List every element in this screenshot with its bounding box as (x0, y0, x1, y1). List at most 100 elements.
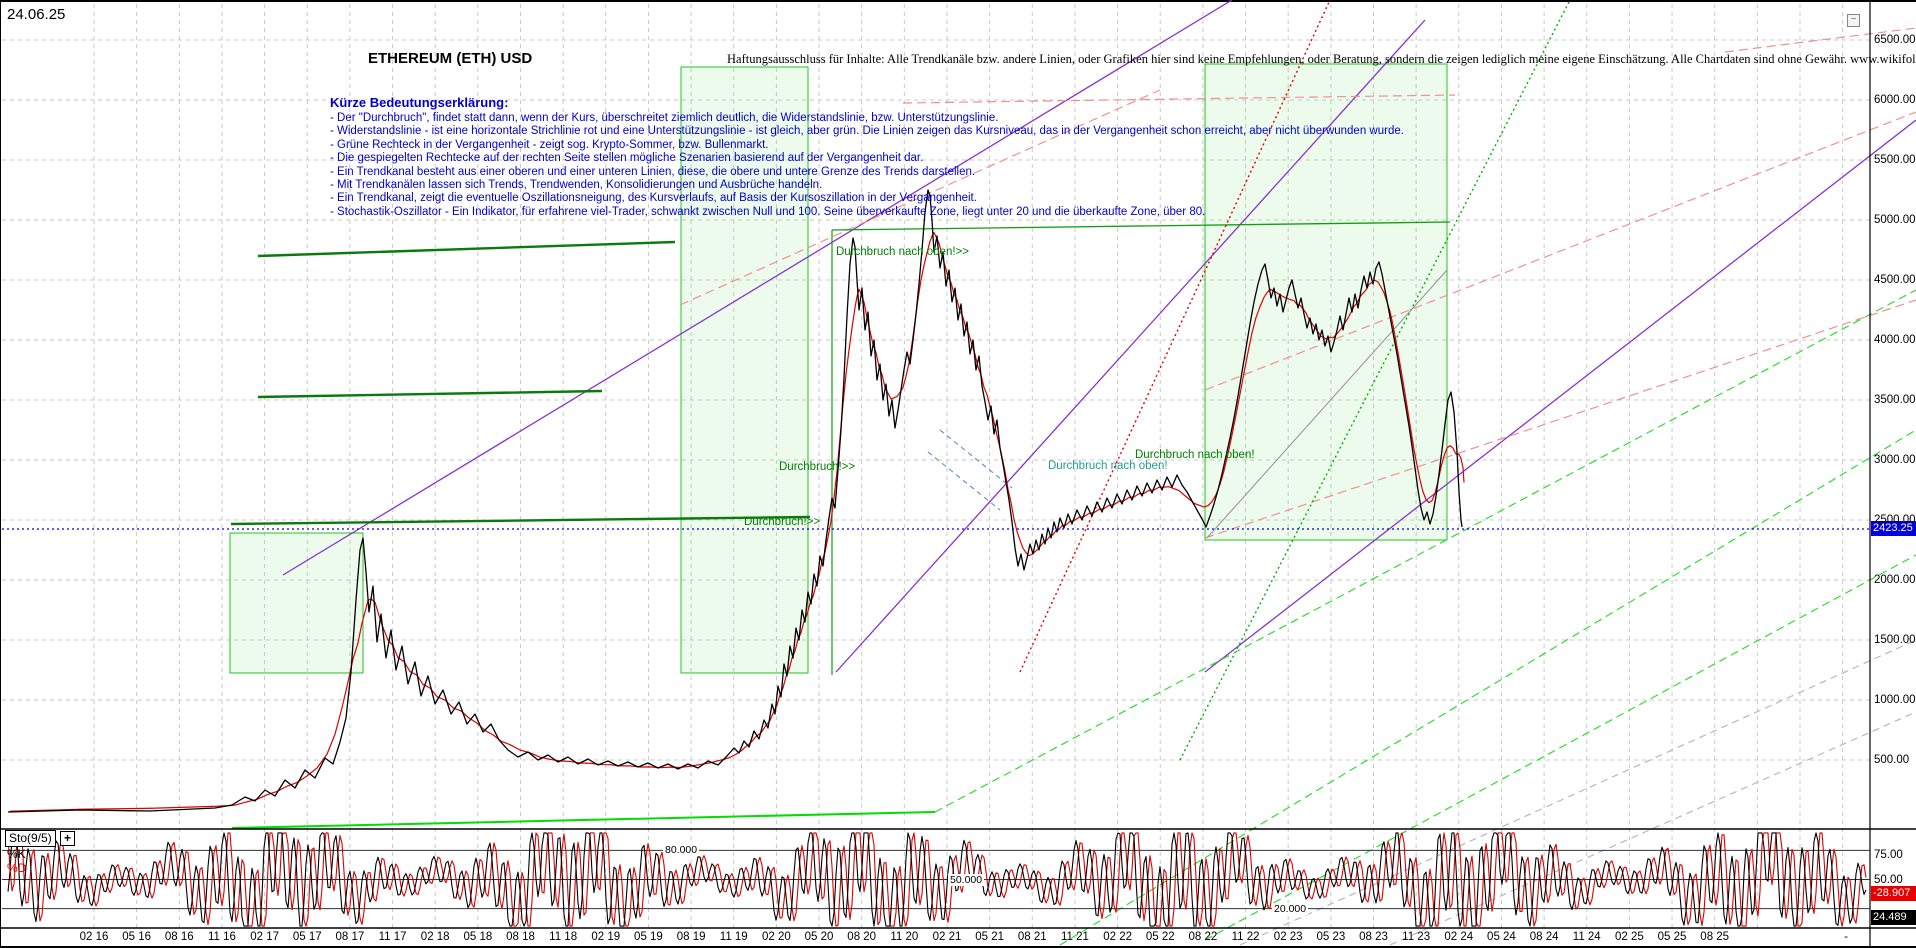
trend-line (1179, 0, 1571, 761)
x-axis-label: 05 18 (463, 931, 493, 943)
x-axis-label: 02 16 (79, 931, 109, 943)
current-price-badge: 2423.25 (1871, 521, 1916, 536)
trend-line (1724, 27, 1916, 53)
legend-explainer-line: - Stochastik-Oszillator - Ein Indikator,… (330, 205, 1206, 218)
trend-line (1019, 0, 1331, 673)
oscillator-d-line (7, 832, 1867, 927)
trend-line (835, 19, 1426, 673)
trend-line (934, 289, 1916, 813)
x-axis-label: 05 25 (1657, 931, 1687, 943)
oscillator-level-label: 20.000 (1272, 902, 1309, 915)
trend-line (927, 451, 1001, 511)
top-border (0, 0, 1916, 2)
trend-line (902, 94, 1456, 104)
x-axis-label: 11 20 (890, 931, 919, 943)
x-axis-label: 08 22 (1188, 931, 1218, 943)
trend-line (1204, 299, 1916, 539)
trend-line (1204, 111, 1916, 391)
legend-explainer-block: Kürze Bedeutungserklärung: - Der "Durchb… (330, 95, 1404, 219)
trend-line (1239, 639, 1916, 946)
x-axis-label: 08 20 (847, 931, 877, 943)
y-axis-label: 1000.00 (1874, 694, 1916, 706)
legend-explainer-line: - Der "Durchbruch", findet statt dann, w… (330, 112, 999, 124)
x-axis-label: 02 17 (250, 931, 279, 943)
x-axis-trailing-label: - (1844, 931, 1848, 943)
legend-explainer-line: - Ein Trendkanal, zeigt die eventuelle O… (330, 192, 977, 205)
scenario-box (680, 66, 809, 674)
y-axis-label: 4000.00 (1874, 334, 1916, 346)
x-axis-label: 05 17 (292, 931, 322, 943)
y-axis-label: 5000.00 (1874, 214, 1916, 226)
price-line (7, 189, 1463, 813)
breakout-annotation: Durchbruch nach oben! (1048, 460, 1168, 472)
x-axis-label: 02 21 (932, 931, 962, 943)
x-axis-label: 08 18 (506, 931, 535, 943)
percent-d-label: %D (7, 861, 27, 875)
stochastic-indicator-button[interactable]: Sto(9/5) (5, 830, 56, 847)
legend-explainer-line: - Widerstandslinie - ist eine horizontal… (330, 125, 1404, 138)
oscillator-axis-label: 50.00 (1874, 873, 1903, 886)
trend-line (1206, 269, 1448, 539)
scenario-box (1204, 63, 1448, 541)
breakout-annotation: Durchbruch nach oben! (1135, 449, 1255, 461)
x-axis-label: 02 19 (591, 931, 621, 943)
x-axis-label: 08 23 (1359, 931, 1388, 943)
trend-line (282, 0, 1233, 576)
x-axis-label: 05 20 (804, 931, 834, 943)
x-axis-label: 05 23 (1316, 931, 1346, 943)
collapse-panel-icon[interactable]: − (1847, 14, 1860, 27)
y-axis-label: 4500.00 (1874, 274, 1916, 286)
breakout-annotation: Durchbruch!>> (744, 516, 821, 528)
trend-line (1059, 429, 1916, 946)
breakout-annotation: Durchbruch nach oben!>> (836, 246, 969, 258)
x-axis-label: 11 22 (1231, 931, 1260, 943)
scenario-box (229, 532, 364, 674)
trend-line (257, 389, 603, 399)
oscillator-axis-label: 75.00 (1874, 849, 1903, 862)
legend-explainer-title: Kürze Bedeutungserklärung: (330, 95, 509, 110)
legend-explainer-line: - Ein Trendkanal besteht aus einer obere… (330, 165, 976, 178)
x-axis-label: 02 23 (1273, 931, 1303, 943)
bottom-border (0, 946, 1916, 948)
legend-explainer-line: - Mit Trendkanälen lassen sich Trends, T… (330, 179, 823, 192)
x-axis-label: 11 21 (1060, 931, 1089, 943)
trend-line (939, 429, 1013, 489)
y-axis-label: 2500.00 (1874, 514, 1916, 526)
y-axis-label: 2000.00 (1874, 574, 1916, 586)
oscillator-level-label: 80.000 (663, 844, 700, 857)
x-axis-label: 05 16 (122, 931, 152, 943)
oscillator-k-line (7, 832, 1867, 927)
trend-line (679, 89, 1161, 306)
percent-d-value-badge: -28.907 (1871, 886, 1916, 901)
x-axis-label: 05 22 (1145, 931, 1175, 943)
x-axis-label: 08 17 (335, 931, 365, 943)
x-axis-label: 08 19 (676, 931, 706, 943)
y-axis-label: 1500.00 (1874, 634, 1916, 646)
x-axis-label: 05 24 (1487, 931, 1516, 943)
oscillator-level-label: 50.000 (948, 873, 985, 886)
y-axis-label: 3000.00 (1874, 454, 1916, 466)
add-indicator-icon[interactable]: + (60, 831, 75, 846)
percent-k-value-badge: 24.489 (1871, 910, 1916, 925)
breakout-annotation: Durchbruch!>> (779, 461, 856, 473)
x-axis-label: 02 25 (1615, 931, 1644, 943)
y-axis-label: 500.00 (1874, 754, 1910, 766)
x-axis-label: 11 17 (378, 931, 407, 943)
x-axis-label: 05 21 (975, 931, 1005, 943)
x-axis-label: 08 24 (1529, 931, 1559, 943)
trend-line (231, 811, 936, 829)
y-axis-label: 3500.00 (1874, 394, 1916, 406)
x-axis-label: 02 18 (420, 931, 450, 943)
trend-line (230, 515, 811, 526)
percent-k-label: %K (7, 847, 26, 861)
y-axis-label: 6500.00 (1874, 34, 1916, 46)
x-axis-label: 02 22 (1103, 931, 1132, 943)
x-axis-label: 11 16 (207, 931, 236, 943)
legend-explainer-line: - Die gespiegelten Rechtecke auf der rec… (330, 152, 924, 165)
legend-explainer-line: - Grüne Rechteck in der Vergangenheit - … (330, 138, 769, 151)
x-axis-label: 11 24 (1572, 931, 1601, 943)
x-axis-label: 11 19 (719, 931, 748, 943)
y-axis-label: 6000.00 (1874, 94, 1916, 106)
trend-line (831, 221, 1451, 231)
